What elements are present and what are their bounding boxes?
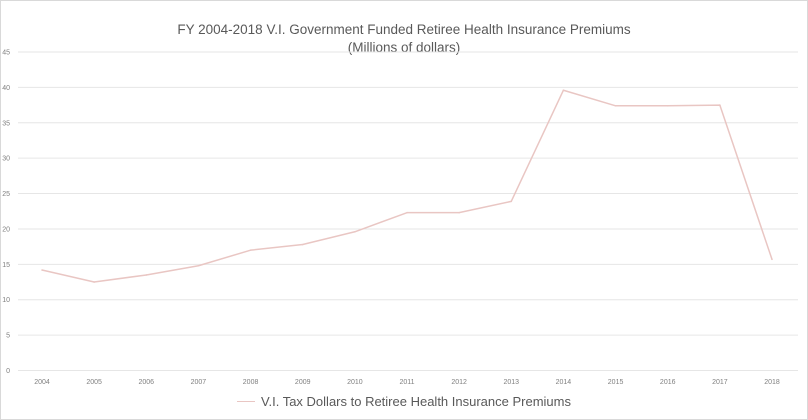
chart-title: FY 2004-2018 V.I. Government Funded Reti… <box>177 22 631 37</box>
y-tick-label: 10 <box>2 297 10 304</box>
data-point <box>458 211 460 214</box>
x-tick-label: 2005 <box>86 379 102 386</box>
x-tick-label: 2011 <box>399 379 414 386</box>
data-point <box>41 269 43 271</box>
y-tick-label: 15 <box>2 262 10 269</box>
x-tick-label: 2013 <box>503 379 519 386</box>
data-point <box>719 104 721 106</box>
y-tick-label: 35 <box>2 120 10 127</box>
legend-swatch <box>237 401 256 403</box>
data-point <box>614 104 617 107</box>
data-point <box>301 243 304 246</box>
data-point <box>197 264 200 267</box>
x-tick-label: 2004 <box>34 379 50 386</box>
legend-label: V.I. Tax Dollars to Retiree Health Insur… <box>261 394 571 409</box>
series-line-0 <box>41 89 773 283</box>
series-group <box>41 89 773 283</box>
x-tick-label: 2008 <box>243 379 259 386</box>
data-point <box>562 89 565 92</box>
x-tick-label: 2014 <box>556 379 572 386</box>
x-tick-label: 2018 <box>764 379 780 386</box>
data-point <box>406 211 408 214</box>
x-axis-ticks: 2004 2005 2006 2007 2008 2009 2010 2011 2012 2013… <box>34 379 780 386</box>
x-tick-label: 2012 <box>451 379 467 386</box>
gridlines <box>18 51 798 371</box>
y-tick-label: 20 <box>2 226 10 233</box>
x-tick-label: 2006 <box>138 379 154 386</box>
data-point <box>93 281 95 283</box>
data-point <box>249 249 252 251</box>
y-axis-ticks: 0 5 10 15 20 25 30 35 40 45 <box>2 50 10 376</box>
legend: V.I. Tax Dollars to Retiree Health Insur… <box>0 394 808 409</box>
x-tick-label: 2007 <box>191 379 207 386</box>
y-tick-label: 45 <box>2 50 10 57</box>
x-tick-label: 2016 <box>660 379 676 386</box>
y-tick-label: 5 <box>6 333 10 340</box>
x-tick-label: 2015 <box>608 379 624 386</box>
chart-subtitle: (Millions of dollars) <box>347 40 461 55</box>
x-tick-label: 2010 <box>347 379 363 386</box>
data-point <box>354 230 356 233</box>
data-point <box>666 104 669 107</box>
y-tick-label: 40 <box>2 85 10 92</box>
y-tick-label: 0 <box>6 368 10 375</box>
data-point <box>145 274 148 276</box>
data-point <box>510 200 513 203</box>
x-tick-label: 2017 <box>712 379 728 386</box>
x-tick-label: 2009 <box>295 379 311 386</box>
data-point <box>771 258 773 261</box>
y-tick-label: 25 <box>2 191 10 198</box>
y-tick-label: 30 <box>2 156 10 163</box>
